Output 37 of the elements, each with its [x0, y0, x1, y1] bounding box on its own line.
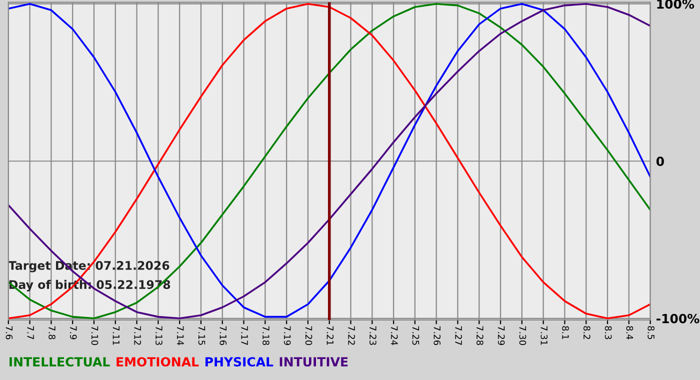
text: EMOTIONAL	[116, 357, 199, 367]
x-tick-label: 8.1	[562, 326, 569, 340]
x-tick-label: 8.5	[648, 326, 655, 340]
y-tick-label: 0	[656, 156, 664, 166]
x-tick-label: 7.25	[412, 326, 420, 345]
text: INTUITIVE	[280, 357, 348, 367]
x-tick-label: 7.29	[498, 326, 505, 345]
x-tick-label: 8.2	[583, 326, 590, 339]
x-tick-label: 8.4	[626, 326, 634, 340]
x-tick-label: 7.11	[112, 326, 120, 345]
x-tick-label: 7.7	[27, 326, 34, 340]
x-tick-label: 7.6	[6, 326, 13, 340]
x-tick-label: 7.14	[177, 326, 184, 346]
x-tick-label: 7.26	[434, 326, 441, 346]
x-tick-label: 7.28	[476, 326, 484, 345]
x-tick-label: 7.15	[198, 326, 206, 345]
x-tick-label: 7.30	[519, 326, 526, 346]
x-tick-label: 7.12	[134, 326, 141, 345]
x-tick-label: 7.10	[91, 326, 98, 346]
x-tick-label: 7.13	[156, 326, 162, 345]
text: PHYSICAL	[206, 357, 274, 367]
x-tick-label: 7.17	[241, 326, 248, 345]
y-tick-label: -100%	[656, 314, 700, 324]
text: INTELLECTUAL	[10, 357, 110, 367]
x-tick-label: 7.21	[326, 326, 334, 345]
x-tick-label: 8.3	[604, 326, 612, 340]
x-tick-label: 7.8	[48, 326, 56, 340]
x-tick-label: 7.22	[348, 326, 355, 345]
x-tick-label: 7.19	[284, 326, 291, 345]
x-tick-label: 7.16	[220, 326, 227, 346]
x-tick-label: 7.23	[370, 326, 376, 345]
x-tick-label: 7.24	[391, 326, 398, 346]
x-tick-label: 7.18	[262, 326, 270, 345]
x-tick-label: 7.20	[305, 326, 312, 346]
x-tick-label: 7.31	[540, 326, 548, 345]
x-tick-label: 7.9	[70, 326, 77, 340]
x-tick-label: 7.27	[455, 326, 462, 345]
